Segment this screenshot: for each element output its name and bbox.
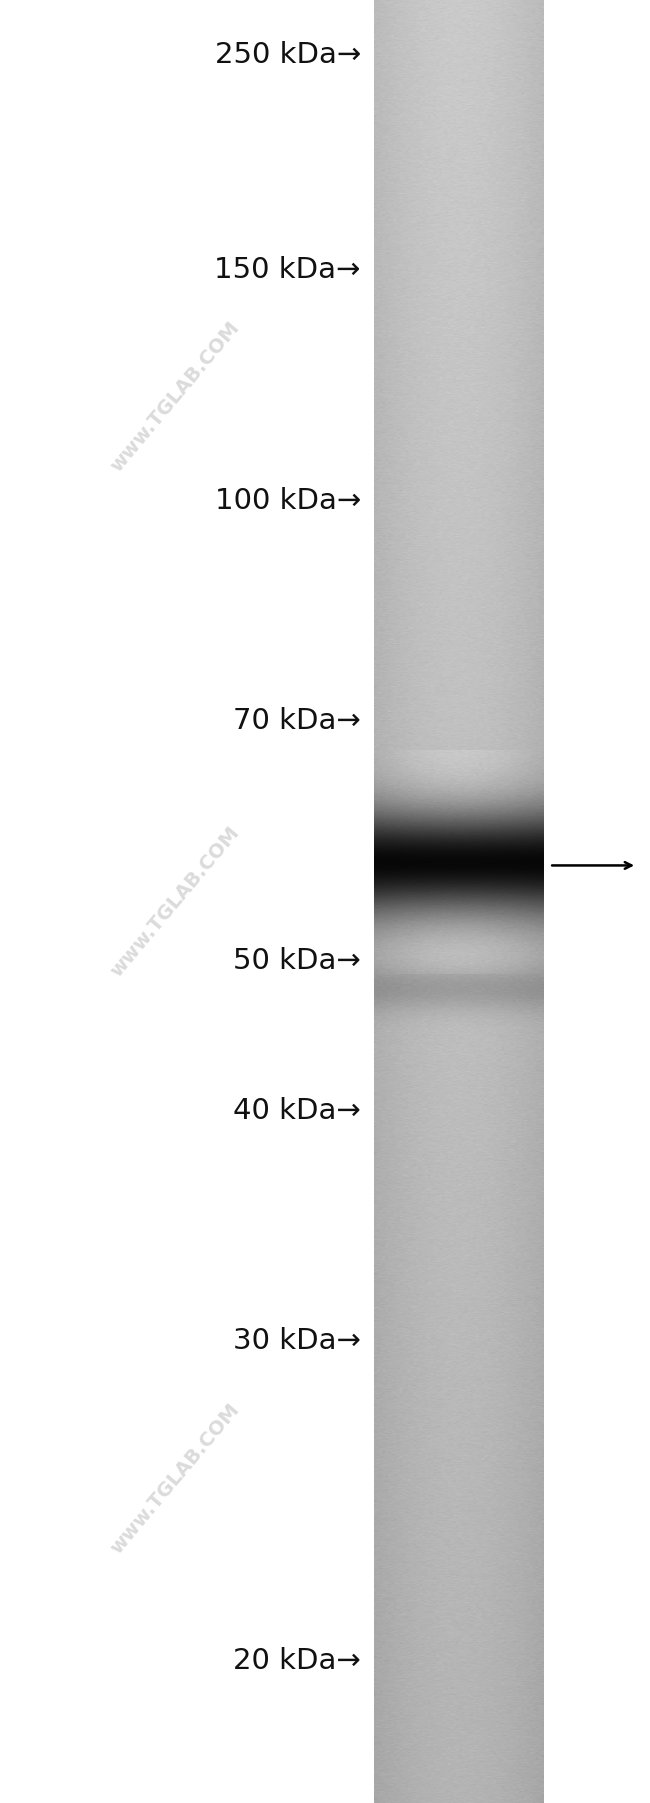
Text: 40 kDa→: 40 kDa→ — [233, 1096, 361, 1125]
Text: 30 kDa→: 30 kDa→ — [233, 1327, 361, 1356]
Text: www.TGLAB.COM: www.TGLAB.COM — [107, 822, 244, 981]
Text: www.TGLAB.COM: www.TGLAB.COM — [107, 1399, 244, 1558]
Text: www.TGLAB.COM: www.TGLAB.COM — [107, 317, 244, 476]
Text: 100 kDa→: 100 kDa→ — [214, 487, 361, 516]
Text: 50 kDa→: 50 kDa→ — [233, 947, 361, 975]
Text: 150 kDa→: 150 kDa→ — [214, 256, 361, 285]
Text: 250 kDa→: 250 kDa→ — [214, 41, 361, 69]
Text: 20 kDa→: 20 kDa→ — [233, 1646, 361, 1675]
Text: 70 kDa→: 70 kDa→ — [233, 707, 361, 736]
